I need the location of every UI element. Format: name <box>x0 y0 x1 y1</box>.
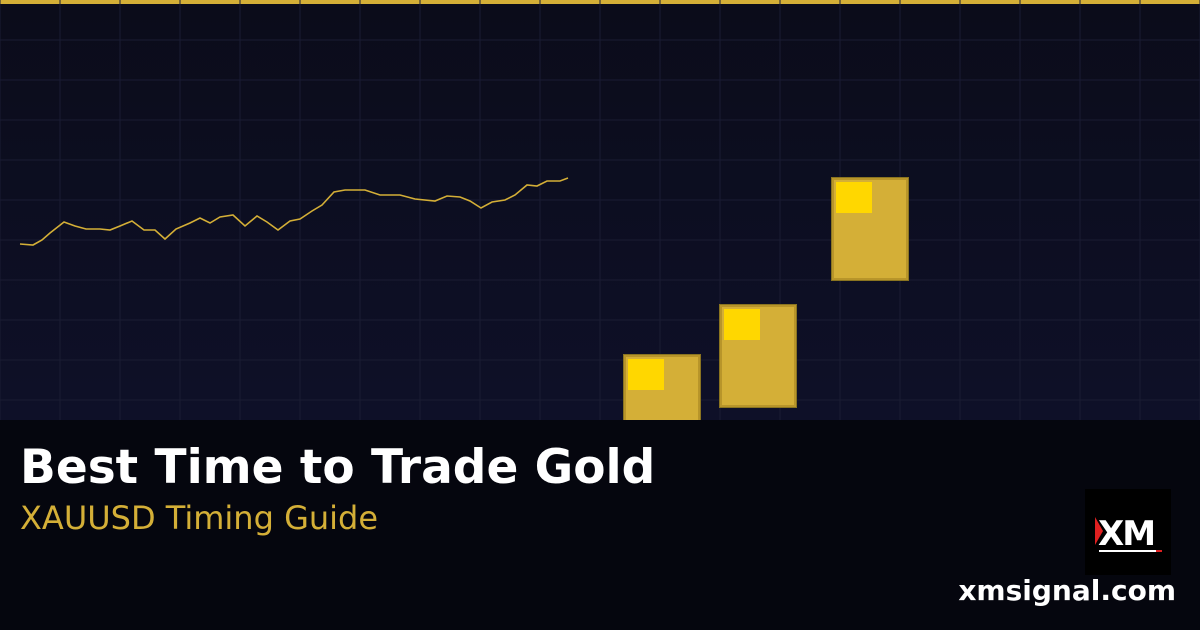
gold-bar-highlight <box>724 309 760 340</box>
gold-bar-3 <box>831 177 909 281</box>
xm-logo: XM <box>1085 489 1171 575</box>
website-label: xmsignal.com <box>958 574 1176 607</box>
gold-bar-highlight <box>628 359 664 390</box>
price-line <box>19 177 569 246</box>
background-chart <box>0 0 1200 420</box>
gold-bar-highlight <box>836 182 872 213</box>
price-line-chart <box>0 0 1200 420</box>
banner-title: Best Time to Trade Gold <box>20 440 656 495</box>
gold-bar-2 <box>719 304 797 408</box>
banner-subtitle: XAUUSD Timing Guide <box>20 499 379 537</box>
caption-panel <box>0 420 1200 630</box>
svg-text:XM: XM <box>1098 514 1154 554</box>
gold-bar-1 <box>623 354 701 426</box>
